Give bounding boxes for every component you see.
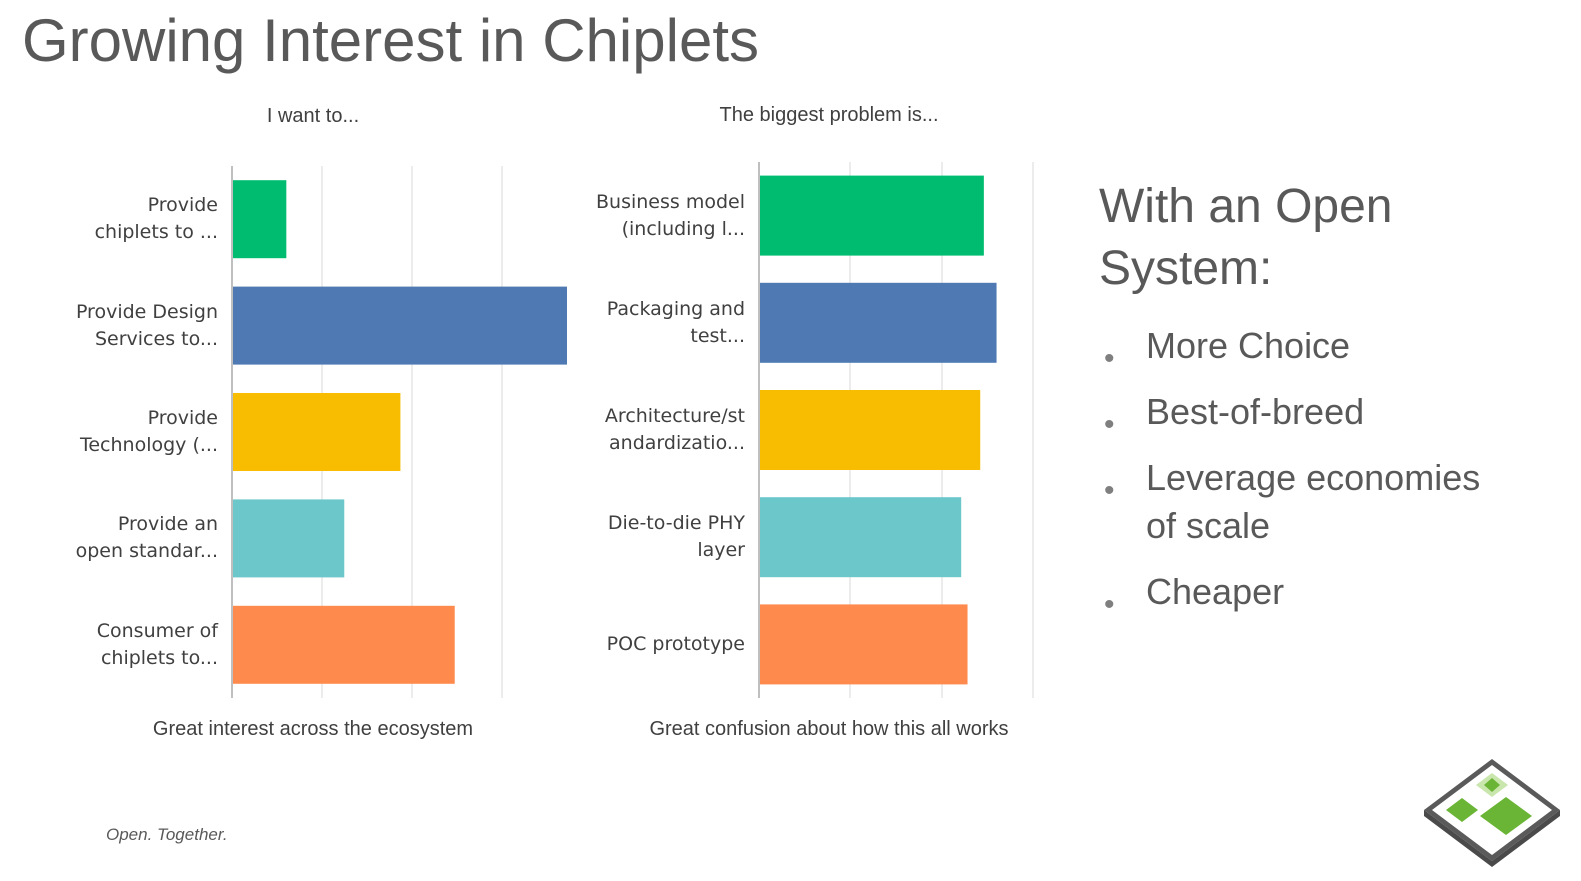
benefit-list: • More Choice • Best-of-breed • Leverage ec…	[1100, 322, 1506, 634]
category-label-line: Provide	[147, 407, 218, 429]
benefit-item: • More Choice	[1100, 322, 1506, 375]
benefit-text: Leverage economies of scale	[1146, 457, 1481, 546]
category-label: Business model (including l...	[596, 189, 745, 243]
category-label: Die-to-die PHY layer	[608, 510, 745, 564]
bullet-icon: •	[1104, 342, 1115, 375]
side-heading: With an Open System:	[1099, 176, 1392, 300]
bar	[232, 499, 345, 578]
benefit-text: Cheaper	[1146, 571, 1285, 612]
category-label-line: Provide an	[117, 513, 218, 536]
chiplet-logo-icon	[1424, 759, 1560, 867]
bar	[759, 390, 981, 470]
category-label: POC prototype	[607, 631, 745, 658]
category-label-line: Packaging and	[606, 297, 745, 320]
bar	[759, 497, 962, 578]
bullet-icon: •	[1104, 408, 1115, 441]
category-label: Architecture/st andardizatio...	[605, 403, 745, 457]
bar	[232, 180, 287, 259]
category-label: Consumer of chiplets to...	[97, 618, 218, 672]
benefit-item: • Cheaper	[1100, 568, 1506, 621]
category-label-line: andardizatio...	[609, 432, 745, 454]
category-label-line: (including l...	[621, 217, 745, 240]
chart-2-title: The biggest problem is...	[719, 104, 939, 126]
bullet-icon: •	[1104, 474, 1115, 507]
bar	[232, 605, 455, 684]
category-label-line: Die-to-die PHY	[607, 512, 745, 535]
category-label: Provide chiplets to ...	[95, 192, 218, 246]
category-label: Provide an open standar...	[76, 511, 218, 565]
bullet-icon: •	[1104, 588, 1115, 621]
bar	[759, 604, 968, 685]
category-label-line: Provide	[147, 194, 218, 217]
benefit-item: • Leverage economies of scale	[1100, 454, 1506, 550]
category-label: Packaging and test...	[607, 296, 745, 350]
bar	[232, 286, 567, 365]
chart-1-caption: Great interest across the ecosystem	[152, 718, 474, 740]
category-label-line: POC prototype	[606, 632, 745, 655]
chart-1-title: I want to...	[266, 105, 360, 127]
category-label-line: Architecture/st	[604, 405, 745, 427]
category-label: Provide Technology (...	[80, 405, 218, 459]
slide-title: Growing Interest in Chiplets	[22, 7, 759, 74]
category-label-line: chiplets to ...	[94, 221, 218, 244]
category-label-line: Provide Design	[75, 300, 218, 323]
footer-tagline: Open. Together.	[106, 825, 228, 844]
category-label-line: Consumer of	[96, 619, 218, 642]
category-label-line: chiplets to...	[100, 646, 218, 669]
side-heading-line-1: With an Open	[1099, 180, 1393, 233]
category-label-line: layer	[697, 539, 745, 562]
chart-2-caption: Great confusion about how this all works	[649, 718, 1009, 740]
category-label-line: Business model	[596, 190, 745, 213]
category-label-line: test...	[690, 324, 745, 347]
benefit-text: More Choice	[1146, 325, 1351, 366]
category-label: Provide Design Services to...	[76, 299, 218, 353]
benefit-item: • Best-of-breed	[1100, 388, 1506, 441]
category-label-line: Services to...	[94, 327, 218, 350]
category-label-line: Technology (...	[79, 434, 218, 456]
side-heading-line-2: System:	[1099, 242, 1273, 295]
bar	[759, 175, 984, 256]
bar	[759, 282, 997, 363]
category-label-line: open standar...	[75, 540, 218, 563]
bar	[232, 393, 401, 471]
benefit-text: Best-of-breed	[1146, 391, 1365, 432]
